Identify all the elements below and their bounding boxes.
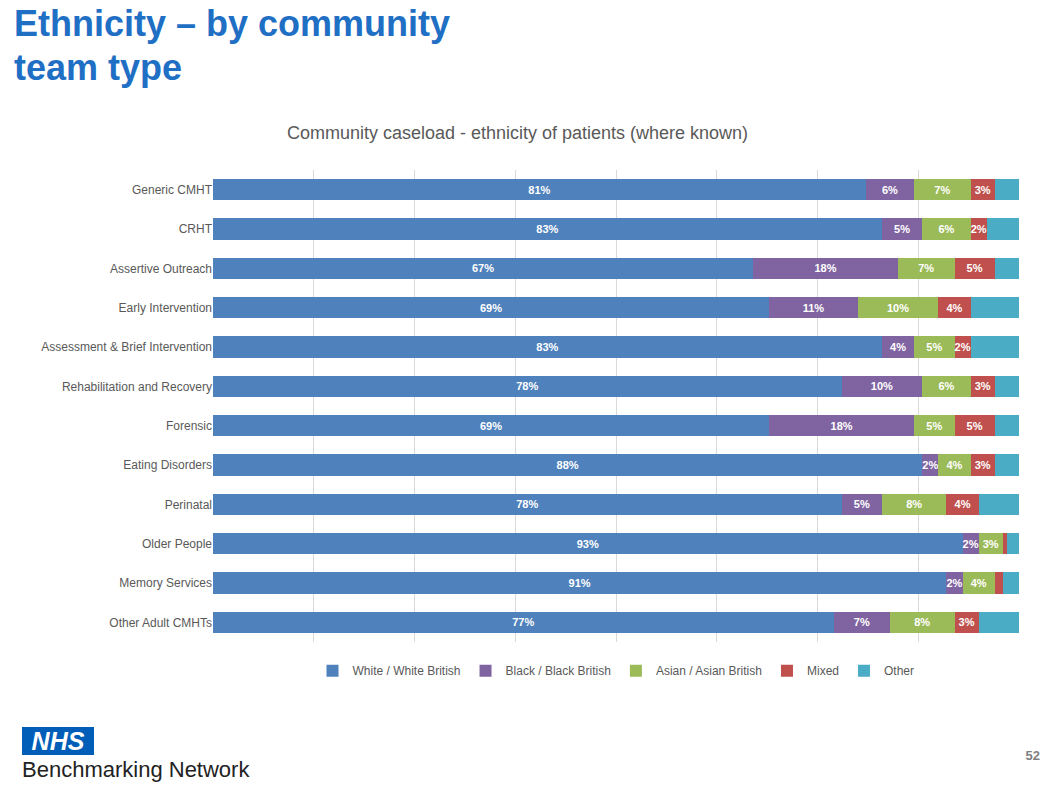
svg-text:7%: 7%: [918, 262, 934, 274]
svg-text:5%: 5%: [894, 223, 910, 235]
svg-text:18%: 18%: [831, 420, 853, 432]
svg-text:Rehabilitation and Recovery: Rehabilitation and Recovery: [62, 380, 212, 394]
svg-text:7%: 7%: [934, 184, 950, 196]
svg-text:93%: 93%: [577, 538, 599, 550]
svg-text:2%: 2%: [963, 538, 979, 550]
svg-text:3%: 3%: [975, 184, 991, 196]
svg-text:11%: 11%: [803, 302, 825, 314]
svg-text:Black / Black British: Black / Black British: [506, 664, 611, 678]
svg-text:10%: 10%: [887, 302, 909, 314]
svg-text:Asian / Asian British: Asian / Asian British: [656, 664, 762, 678]
svg-text:3%: 3%: [975, 459, 991, 471]
svg-text:91%: 91%: [569, 577, 591, 589]
svg-text:4%: 4%: [946, 302, 962, 314]
html-text:NHS: NHS: [31, 727, 85, 755]
svg-text:5%: 5%: [967, 262, 983, 274]
svg-text:6%: 6%: [882, 184, 898, 196]
svg-text:2%: 2%: [922, 459, 938, 471]
svg-text:8%: 8%: [906, 498, 922, 510]
svg-text:88%: 88%: [557, 459, 579, 471]
svg-text:5%: 5%: [854, 498, 870, 510]
svg-text:2%: 2%: [971, 223, 987, 235]
svg-text:Community caseload - ethnicity: Community caseload - ethnicity of patien…: [287, 123, 748, 143]
svg-text:78%: 78%: [516, 380, 538, 392]
svg-text:6%: 6%: [938, 380, 954, 392]
svg-text:5%: 5%: [926, 420, 942, 432]
svg-text:67%: 67%: [472, 262, 494, 274]
svg-text:Older People: Older People: [142, 537, 212, 551]
svg-text:Other: Other: [884, 664, 914, 678]
svg-text:8%: 8%: [914, 616, 930, 628]
svg-text:2%: 2%: [946, 577, 962, 589]
svg-text:69%: 69%: [480, 302, 502, 314]
svg-text:83%: 83%: [536, 341, 558, 353]
svg-text:83%: 83%: [536, 223, 558, 235]
svg-text:7%: 7%: [854, 616, 870, 628]
html-text:Benchmarking Network: Benchmarking Network: [22, 757, 250, 782]
svg-text:Early Intervention: Early Intervention: [119, 301, 212, 315]
svg-text:3%: 3%: [983, 538, 999, 550]
svg-text:Assessment & Brief Interventio: Assessment & Brief Intervention: [41, 340, 212, 354]
svg-text:5%: 5%: [926, 341, 942, 353]
svg-text:White / White British: White / White British: [353, 664, 461, 678]
svg-text:Mixed: Mixed: [807, 664, 839, 678]
svg-text:Forensic: Forensic: [166, 419, 212, 433]
svg-text:4%: 4%: [955, 498, 971, 510]
html-text:Ethnicity – by community team: Ethnicity – by community team type: [14, 3, 451, 88]
svg-text:Assertive Outreach: Assertive Outreach: [110, 262, 212, 276]
svg-text:69%: 69%: [480, 420, 502, 432]
svg-text:Eating Disorders: Eating Disorders: [123, 458, 212, 472]
svg-text:2%: 2%: [955, 341, 971, 353]
svg-text:78%: 78%: [516, 498, 538, 510]
svg-text:3%: 3%: [975, 380, 991, 392]
svg-text:CRHT: CRHT: [179, 222, 213, 236]
svg-text:4%: 4%: [890, 341, 906, 353]
svg-text:Other Adult CMHTs: Other Adult CMHTs: [109, 616, 212, 630]
svg-text:5%: 5%: [967, 420, 983, 432]
html-text:52: 52: [1025, 748, 1040, 763]
svg-text:10%: 10%: [871, 380, 893, 392]
svg-text:Generic CMHT: Generic CMHT: [132, 183, 213, 197]
svg-text:4%: 4%: [971, 577, 987, 589]
svg-text:Perinatal: Perinatal: [165, 498, 212, 512]
svg-text:6%: 6%: [938, 223, 954, 235]
svg-text:Memory Services: Memory Services: [119, 576, 212, 590]
svg-text:3%: 3%: [959, 616, 975, 628]
svg-text:4%: 4%: [946, 459, 962, 471]
svg-text:18%: 18%: [814, 262, 836, 274]
svg-text:77%: 77%: [512, 616, 534, 628]
svg-text:81%: 81%: [528, 184, 550, 196]
